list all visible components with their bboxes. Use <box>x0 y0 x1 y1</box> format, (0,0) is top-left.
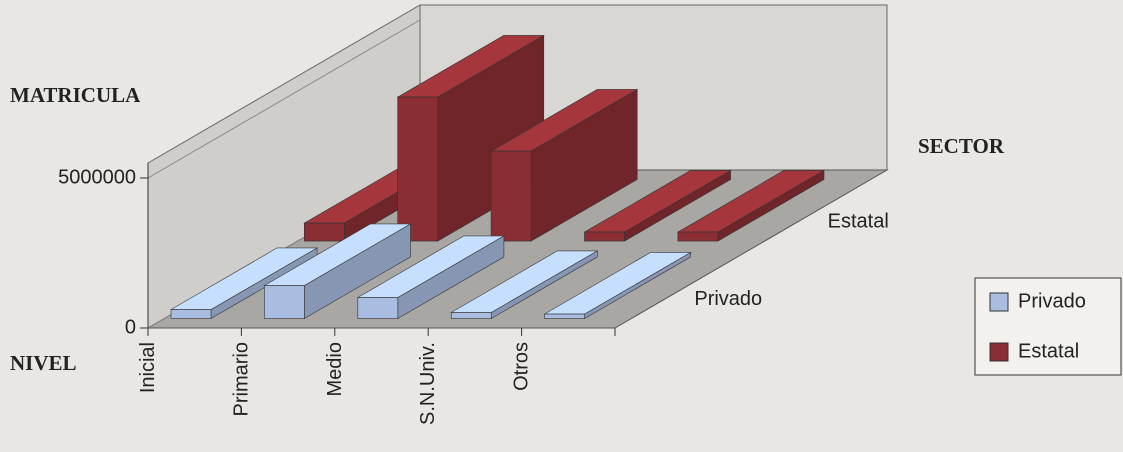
bar <box>396 34 545 242</box>
x-axis-label: NIVEL <box>10 351 77 375</box>
legend-label: Estatal <box>1018 340 1079 362</box>
bar-front <box>357 297 399 319</box>
bar <box>543 251 692 320</box>
bar <box>169 247 319 320</box>
bar <box>489 88 639 242</box>
bar-front <box>584 231 625 242</box>
bar-front <box>490 150 532 242</box>
row-label: Estatal <box>828 211 889 233</box>
legend: Privado Estatal <box>974 277 1122 376</box>
legend-label: Privado <box>1018 290 1086 312</box>
bar-front <box>544 313 585 319</box>
depth-axis-label: SECTOR <box>918 134 1005 158</box>
bar-front <box>303 222 345 242</box>
x-tick-label: Primario <box>230 342 252 416</box>
bar-front <box>397 96 439 242</box>
bar <box>676 169 826 242</box>
legend-swatch <box>989 342 1009 362</box>
x-tick-label: Medio <box>324 342 346 396</box>
y-axis-label: MATRICULA <box>10 83 141 107</box>
x-tick-label: Inicial <box>137 342 159 393</box>
row-label: Privado <box>694 288 762 310</box>
bar <box>263 223 412 320</box>
y-tick-label: 5000000 <box>58 166 136 188</box>
x-tick-label: Otros <box>511 342 533 391</box>
bar-front <box>264 285 305 319</box>
grid-line <box>147 19 421 179</box>
bar-front <box>677 231 719 242</box>
bar-front <box>450 312 492 319</box>
x-tick-label: S.N.Univ. <box>417 342 439 425</box>
bar <box>450 250 599 320</box>
bar <box>583 169 732 242</box>
bar <box>356 235 506 320</box>
bar-front <box>170 309 212 319</box>
y-tick-label: 0 <box>125 316 136 338</box>
legend-swatch <box>989 292 1009 312</box>
